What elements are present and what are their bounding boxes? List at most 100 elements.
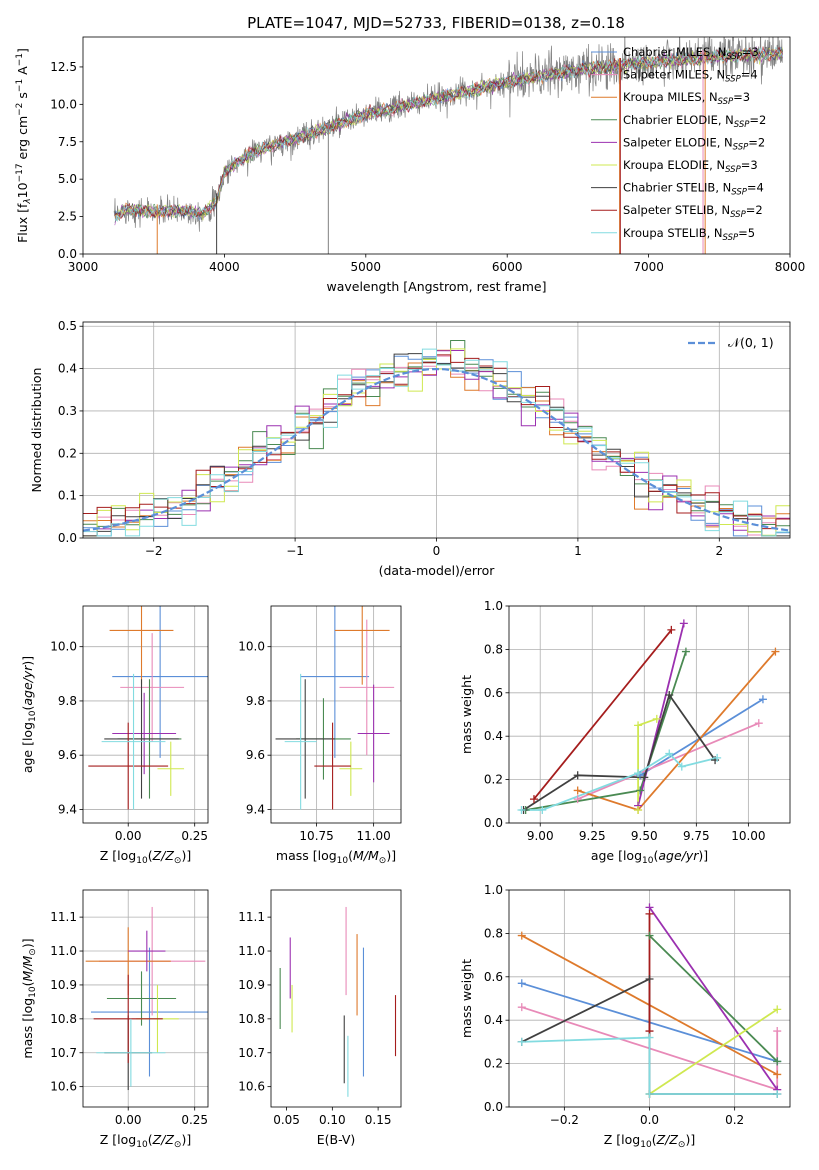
legend-entry-sub: SSP xyxy=(725,165,741,175)
errorbar-point-salpeter_elodie xyxy=(357,684,390,783)
series-line-salpeter_miles xyxy=(577,722,760,800)
x-tick-label: −2 xyxy=(145,544,163,558)
y-tick-label: 9.4 xyxy=(246,802,265,816)
series-marker-kroupa_elodie xyxy=(634,805,643,814)
y-tick-label: 9.6 xyxy=(58,748,77,762)
series-marker-kroupa_miles xyxy=(517,931,526,940)
y-tick-label: 10.0 xyxy=(50,640,77,654)
y-tick-label: 0.2 xyxy=(58,446,77,460)
plot-area xyxy=(85,906,208,1091)
series-marker-kroupa_stelib xyxy=(713,753,722,762)
errorbar-point-salpeter_elodie xyxy=(112,692,177,775)
series-marker-chabrier_elodie xyxy=(636,786,645,795)
series-marker-salpeter_miles xyxy=(773,1027,782,1036)
errorbar-point-kroupa_miles xyxy=(109,606,174,685)
y-tick-label: 0.0 xyxy=(484,1100,503,1114)
series-marker-salpeter_stelib xyxy=(667,625,676,634)
y-tick-label: 11.0 xyxy=(238,944,265,958)
x-tick-label: 1 xyxy=(574,544,582,558)
legend-entry-chabrier_stelib: Chabrier STELIB, NSSP=4 xyxy=(623,181,764,198)
x-axis-label-text: E(B-V) xyxy=(317,1132,356,1147)
label-part: Z/Z xyxy=(152,1132,175,1147)
label-part: ] xyxy=(15,48,30,53)
series-line-salpeter_elodie xyxy=(648,906,778,1091)
legend-entry-text: Chabrier MILES, N xyxy=(623,45,726,59)
y-tick-label: 10.0 xyxy=(238,640,265,654)
legend-entry-text: Kroupa MILES, N xyxy=(623,90,718,104)
panel-residuals: −2 −1 0 1 2 0.0 0.1 0.2 0.3 0.4 0.5 𝒩(0, 1) (data-mo… xyxy=(29,319,791,578)
series-marker-chabrier_miles xyxy=(758,695,767,704)
y-tick-label: 0.8 xyxy=(484,926,503,940)
legend-entry-text: Salpeter ELODIE, N xyxy=(623,135,733,149)
label-part: )] xyxy=(181,1132,191,1147)
label-part: −1 xyxy=(15,79,25,92)
series-marker-salpeter_stelib xyxy=(529,795,538,804)
label-part: ( xyxy=(148,1132,153,1147)
x-axis-label: (data-model)/error xyxy=(379,563,496,578)
x-axis-label: Z [log10(Z/Z⊙)] xyxy=(100,848,191,866)
label-part: ⊙ xyxy=(678,1140,686,1150)
plot-area xyxy=(275,606,395,810)
label-part: ( xyxy=(652,1132,657,1147)
y-tick-label: 0.0 xyxy=(484,816,503,830)
series-marker-salpeter_stelib xyxy=(645,909,654,918)
series-line-kroupa_elodie xyxy=(649,1008,778,1095)
series-marker-kroupa_stelib xyxy=(645,1089,654,1098)
axes-frame xyxy=(82,36,791,255)
x-tick-label: 11.00 xyxy=(356,829,390,843)
y-tick-label: 0.5 xyxy=(58,319,77,333)
x-axis-label: Z [log10(Z/Z⊙)] xyxy=(604,1132,695,1150)
y-tick-label: 0.0 xyxy=(58,247,77,261)
errorbar-point-chabrier_miles xyxy=(300,606,370,758)
errorbar-point-salpeter_stelib xyxy=(93,974,163,1063)
series-marker-kroupa_elodie xyxy=(773,1005,782,1014)
y-tick-label: 9.4 xyxy=(58,802,77,816)
y-axis-label: Normed distribution xyxy=(29,368,44,493)
errorbar-point-kroupa_elodie xyxy=(339,741,363,796)
y-tick-label: 0.4 xyxy=(484,1013,503,1027)
x-tick-label: −1 xyxy=(286,544,304,558)
x-tick-label: −0.2 xyxy=(550,1113,579,1127)
legend-entry-sub: SSP xyxy=(723,233,739,243)
label-part: age/yr xyxy=(658,848,699,863)
legend-entry-salpeter_elodie: Salpeter ELODIE, NSSP=2 xyxy=(623,135,765,152)
legend-entry-kroupa_elodie: Kroupa ELODIE, NSSP=3 xyxy=(623,158,758,175)
x-tick-label: 0.25 xyxy=(181,1113,208,1127)
x-axis-label: age [log10(age/yr)] xyxy=(591,848,708,866)
series-marker-chabrier_stelib xyxy=(665,690,674,699)
label-part: 10 xyxy=(640,1140,652,1150)
x-axis-label: wavelength [Angstrom, rest frame] xyxy=(326,279,546,294)
y-tick-label: 0.1 xyxy=(58,489,77,503)
errorbar-point-chabrier_stelib xyxy=(275,679,335,799)
legend-entry-value: =2 xyxy=(748,135,765,149)
x-axis-label-text: age [log xyxy=(591,848,642,863)
y-tick-label: 9.8 xyxy=(246,694,265,708)
series-marker-chabrier_stelib xyxy=(573,771,582,780)
series-marker-kroupa_stelib xyxy=(665,749,674,758)
errorbar-point-chabrier_elodie xyxy=(106,971,177,1026)
y-axis-label-text: Normed distribution xyxy=(29,368,44,493)
x-axis-label: Z [log10(Z/Z⊙)] xyxy=(100,1132,191,1150)
label-part: 10 xyxy=(28,710,38,722)
errorbar-point-kroupa_stelib xyxy=(101,673,166,810)
x-tick-label: 9.75 xyxy=(683,829,710,843)
errorbar-point-salpeter_elodie xyxy=(128,930,166,972)
errorbar-point-salpeter_stelib xyxy=(314,722,351,810)
legend-entry-value: =5 xyxy=(738,226,755,240)
series-marker-chabrier_elodie xyxy=(681,647,690,656)
label-part: )] xyxy=(181,848,191,863)
label-part: ( xyxy=(20,981,35,986)
x-tick-label: 10.00 xyxy=(731,829,765,843)
legend-entry-text: Chabrier STELIB, N xyxy=(623,181,731,195)
label-part: erg cm xyxy=(15,116,30,164)
legend-entry-kroupa_stelib: Kroupa STELIB, NSSP=5 xyxy=(623,226,755,243)
y-axis-label-text: age [log xyxy=(20,722,35,773)
y-axis-label: mass weight xyxy=(459,959,474,1038)
errorbar-point-salpeter_miles xyxy=(339,619,395,756)
y-tick-label: 2.5 xyxy=(58,210,77,224)
y-tick-label: 10.7 xyxy=(50,1046,77,1060)
label-part: ( xyxy=(653,848,658,863)
series-marker-salpeter_elodie xyxy=(679,619,688,628)
legend-entry-kroupa_miles: Kroupa MILES, NSSP=3 xyxy=(623,90,750,107)
series-marker-kroupa_stelib xyxy=(677,762,686,771)
